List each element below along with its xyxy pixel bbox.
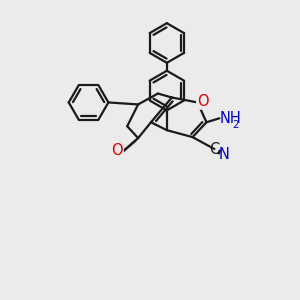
Text: 2: 2 (232, 120, 238, 130)
Text: NH: NH (219, 111, 241, 126)
Text: O: O (197, 94, 208, 109)
Text: C: C (209, 142, 220, 157)
Text: N: N (219, 148, 230, 163)
Text: O: O (112, 143, 123, 158)
Text: O: O (197, 94, 208, 109)
Text: O: O (112, 143, 123, 158)
